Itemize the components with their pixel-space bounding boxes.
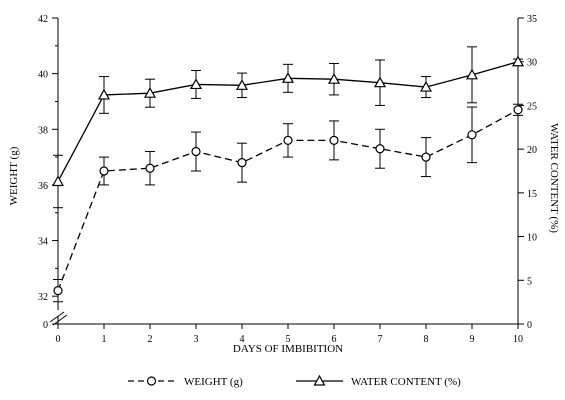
x-tick-label: 8	[424, 334, 429, 345]
data-point	[145, 163, 155, 173]
y-right-tick-label: 35	[527, 14, 537, 25]
x-tick-label: 0	[56, 334, 61, 345]
y-right-ticks: 0 5 10 15 20 25 30 35	[518, 14, 537, 331]
x-tick-label: 7	[378, 334, 383, 345]
y-left-tick-label: 36	[38, 181, 48, 192]
x-tick-label: 3	[194, 334, 199, 345]
y-right-tick-label: 10	[527, 233, 537, 244]
x-tick-label: 5	[286, 334, 291, 345]
data-point	[421, 152, 431, 162]
data-point	[237, 158, 247, 168]
x-tick-label: 4	[240, 334, 245, 345]
x-tick-label: 1	[102, 334, 107, 345]
y-right-axis-label: WATER CONTENT (%)	[548, 123, 560, 233]
plot-area	[51, 46, 525, 303]
data-point	[51, 175, 65, 187]
data-point	[235, 79, 249, 90]
data-point	[281, 72, 295, 83]
x-tick-label: 2	[148, 334, 153, 345]
axis-break-mark-2	[52, 314, 68, 326]
y-right-tick-label: 20	[527, 145, 537, 156]
x-tick-label: 6	[332, 334, 337, 345]
data-point	[375, 144, 385, 154]
y-left-tick-label: 42	[38, 14, 48, 25]
data-point	[467, 130, 477, 140]
y-left-axis-label: WEIGHT (g)	[8, 146, 20, 205]
data-point	[329, 135, 339, 145]
data-point	[419, 80, 433, 92]
y-left-tick-label: 32	[38, 292, 48, 303]
legend-weight-label: WEIGHT (g)	[184, 376, 243, 388]
axis-break-mark-1	[49, 311, 65, 323]
legend-water-marker	[313, 374, 326, 386]
legend-weight-marker	[146, 376, 157, 386]
data-point	[97, 88, 111, 100]
legend-item-weight: WEIGHT (g)	[128, 376, 243, 388]
x-tick-label: 10	[513, 334, 523, 345]
data-point	[53, 286, 63, 296]
data-point	[327, 72, 341, 84]
data-point	[191, 146, 201, 157]
series-weight	[53, 103, 523, 303]
series-water-content	[51, 46, 525, 209]
y-right-tick-label: 15	[527, 189, 537, 200]
legend-item-water: WATER CONTENT (%)	[296, 374, 461, 388]
data-point	[511, 55, 525, 67]
x-tick-label: 9	[470, 334, 475, 345]
y-right-tick-label: 5	[527, 276, 532, 287]
data-point	[465, 68, 479, 80]
legend: WEIGHT (g) WATER CONTENT (%)	[128, 374, 461, 388]
data-point	[513, 105, 523, 115]
y-right-tick-label: 0	[527, 320, 532, 331]
y-right-tick-label: 30	[527, 58, 537, 69]
data-point	[373, 76, 387, 88]
y-left-tick-label: 38	[38, 125, 48, 136]
x-ticks: 0 1 2 3 4 5 6 7 8 9 10	[56, 324, 523, 345]
data-point	[143, 86, 157, 98]
y-left-tick-label: 34	[38, 237, 48, 248]
y-left-ticks: 0 32 34 36 38 40 42	[38, 14, 58, 331]
x-axis-label: DAYS OF IMBIBITION	[233, 343, 343, 355]
legend-water-label: WATER CONTENT (%)	[351, 376, 461, 388]
data-point	[189, 78, 203, 90]
y-left-tick-label: 40	[38, 70, 48, 81]
data-point	[283, 135, 293, 145]
y-right-tick-label: 25	[527, 101, 537, 112]
data-point	[99, 166, 109, 176]
y-left-tick-label: 0	[43, 320, 48, 331]
